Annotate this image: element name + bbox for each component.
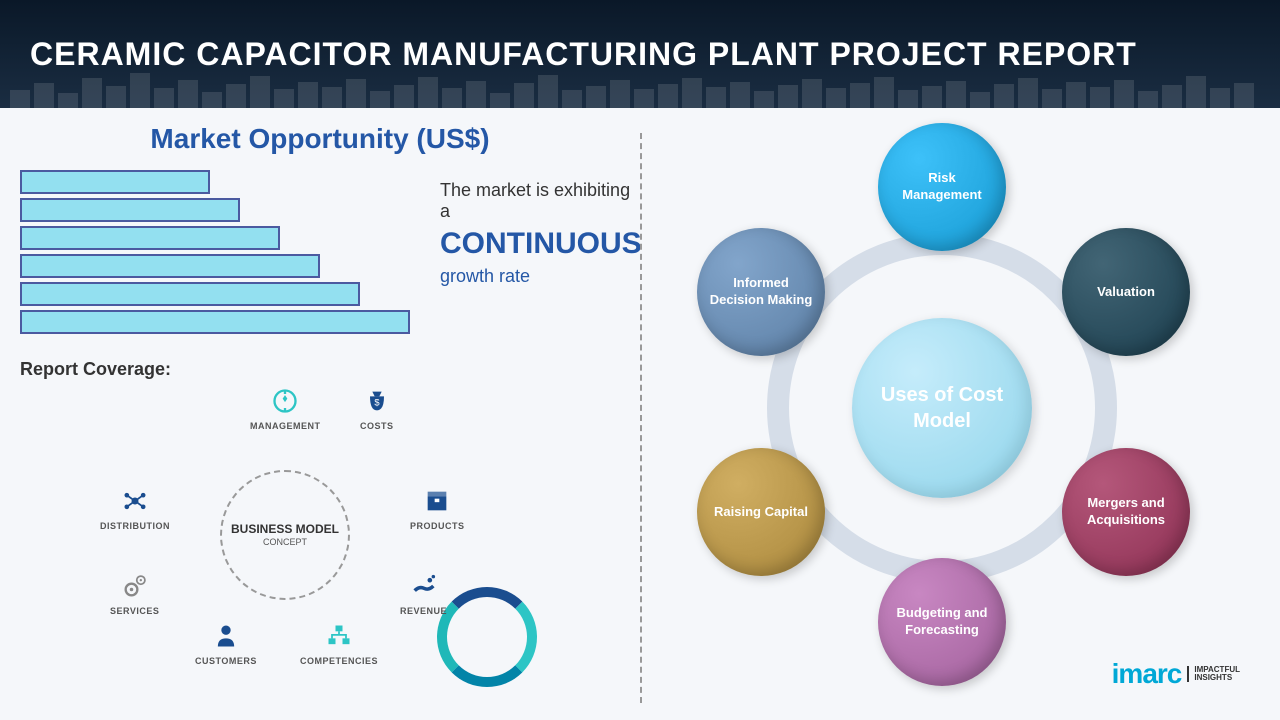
business-model-sublabel: CONCEPT <box>263 537 307 547</box>
coverage-section: Report Coverage: BUSINESS MODEL CONCEPT … <box>20 359 620 650</box>
bar-chart <box>20 170 410 334</box>
biz-item-revenue: REVENUE <box>400 570 447 616</box>
services-icon <box>119 570 151 602</box>
biz-item-label: PRODUCTS <box>410 521 465 531</box>
business-model-center: BUSINESS MODEL CONCEPT <box>220 470 350 600</box>
biz-item-label: CUSTOMERS <box>195 656 257 666</box>
revenue-icon <box>408 570 440 602</box>
biz-item-label: REVENUE <box>400 606 447 616</box>
costs-icon: $ <box>361 385 393 417</box>
wheel-center: Uses of Cost Model <box>852 318 1032 498</box>
distribution-icon <box>119 485 151 517</box>
growth-word: CONTINUOUS <box>440 227 642 261</box>
chart-bar <box>20 310 410 334</box>
right-panel: Uses of Cost Model Risk Management Valuat… <box>642 123 1260 705</box>
cost-node: Budgeting and Forecasting <box>878 558 1006 686</box>
logo-sub2: INSIGHTS <box>1194 674 1240 682</box>
products-icon <box>421 485 453 517</box>
logo-text: imarc <box>1112 658 1182 690</box>
wheel-center-text: Uses of Cost Model <box>852 382 1032 434</box>
biz-item-products: PRODUCTS <box>410 485 465 531</box>
cost-node: Raising Capital <box>697 448 825 576</box>
chart-bar <box>20 198 240 222</box>
business-model-label: BUSINESS MODEL <box>231 523 339 536</box>
biz-item-label: SERVICES <box>110 606 159 616</box>
competencies-icon <box>323 620 355 652</box>
chart-bar <box>20 226 280 250</box>
biz-item-distribution: DISTRIBUTION <box>100 485 170 531</box>
chart-bar <box>20 282 360 306</box>
main-content: Market Opportunity (US$) The market is e… <box>0 108 1280 720</box>
left-panel: Market Opportunity (US$) The market is e… <box>20 123 640 705</box>
customers-icon <box>210 620 242 652</box>
market-chart: The market is exhibiting a CONTINUOUS gr… <box>20 170 620 334</box>
biz-item-costs: $ COSTS <box>360 385 394 431</box>
biz-item-services: SERVICES <box>110 570 159 616</box>
biz-item-management: MANAGEMENT <box>250 385 321 431</box>
skyline-decoration <box>0 70 1280 108</box>
business-model-ring <box>437 587 537 687</box>
logo-tagline: IMPACTFUL INSIGHTS <box>1187 666 1240 682</box>
cost-node: Mergers and Acquisitions <box>1062 448 1190 576</box>
growth-text: The market is exhibiting a CONTINUOUS gr… <box>440 170 642 287</box>
business-model-diagram: BUSINESS MODEL CONCEPT MANAGEMENT $ COSTS P… <box>20 370 580 650</box>
page-title: CERAMIC CAPACITOR MANUFACTURING PLANT PR… <box>30 36 1137 73</box>
cost-model-wheel: Uses of Cost Model Risk ManagementValuat… <box>662 128 1222 688</box>
header-banner: CERAMIC CAPACITOR MANUFACTURING PLANT PR… <box>0 0 1280 108</box>
svg-text:$: $ <box>374 398 380 408</box>
biz-item-customers: CUSTOMERS <box>195 620 257 666</box>
growth-line1: The market is exhibiting a <box>440 180 642 222</box>
cost-node: Valuation <box>1062 228 1190 356</box>
cost-node: Risk Management <box>878 123 1006 251</box>
market-title: Market Opportunity (US$) <box>20 123 620 155</box>
chart-bar <box>20 170 210 194</box>
biz-item-competencies: COMPETENCIES <box>300 620 378 666</box>
biz-item-label: COMPETENCIES <box>300 656 378 666</box>
management-icon <box>269 385 301 417</box>
biz-item-label: DISTRIBUTION <box>100 521 170 531</box>
biz-item-label: COSTS <box>360 421 394 431</box>
growth-line2: growth rate <box>440 266 642 287</box>
biz-item-label: MANAGEMENT <box>250 421 321 431</box>
chart-bar <box>20 254 320 278</box>
cost-node: Informed Decision Making <box>697 228 825 356</box>
brand-logo: imarc IMPACTFUL INSIGHTS <box>1112 658 1240 690</box>
